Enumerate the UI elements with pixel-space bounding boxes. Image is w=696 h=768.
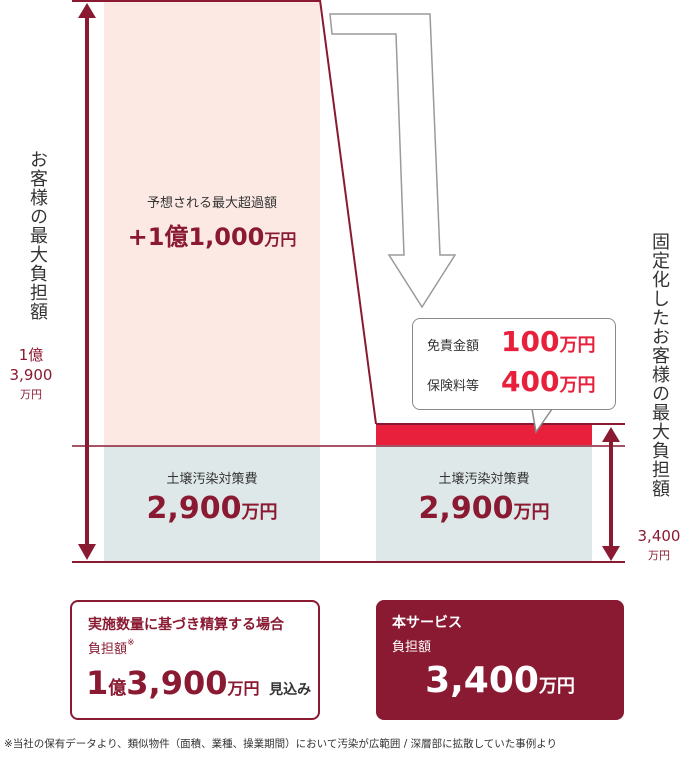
deductible-value: 100 <box>501 325 560 358</box>
actual-box-amount-suffix: 見込み <box>269 682 312 698</box>
overrun-segment <box>104 0 320 445</box>
overrun-unit: 万円 <box>264 230 297 249</box>
footnote: ※当社の保有データより、類似物件（面積、業種、操業期間）において汚染が広範囲 /… <box>4 738 558 750</box>
fee-callout: 免責金額 100万円 保険料等 400万円 <box>412 318 616 410</box>
premium-label: 保険料等 <box>427 379 480 394</box>
service-box: 本サービス 負担額 3,400万円 <box>376 600 624 720</box>
right-cost-label-group: 土壌汚染対策費 2,900万円 <box>376 468 592 526</box>
hollow-arrow <box>329 13 457 309</box>
service-box-amount: 3,400万円 <box>376 660 624 701</box>
deductible-unit: 万円 <box>559 335 596 356</box>
left-axis-amount: 1億 3,900 万円 <box>8 345 54 405</box>
right-double-arrow <box>602 427 620 561</box>
right-cost-value: 2,900 <box>418 491 514 526</box>
actual-box-amount: 1億3,900万円 見込み <box>86 664 311 702</box>
actual-box-amount-oku: 億 <box>108 678 127 699</box>
service-box-amount-value: 3,400 <box>425 660 539 701</box>
overrun-value: +1億1,000 <box>127 223 265 251</box>
actual-box-amount-prefix: 1 <box>86 664 109 702</box>
overrun-label-group: 予想される最大超過額 +1億1,000万円 <box>104 192 320 252</box>
service-box-subtitle: 負担額 <box>392 640 432 655</box>
right-axis-amount: 3,400 万円 <box>626 526 692 566</box>
actual-box-amount-main: 3,900 <box>126 664 228 702</box>
overrun-label: 予想される最大超過額 <box>146 196 277 211</box>
actual-box-subtitle-mark: ※ <box>127 638 135 648</box>
actual-box-subtitle: 負担額 <box>88 642 128 657</box>
premium-unit: 万円 <box>559 375 596 396</box>
right-cost-unit: 万円 <box>513 502 550 523</box>
left-cost-amount: 2,900万円 <box>104 491 320 526</box>
left-axis-amount-line1: 1億 <box>18 346 44 364</box>
left-cost-label-group: 土壌汚染対策費 2,900万円 <box>104 468 320 526</box>
left-double-arrow <box>78 3 96 560</box>
comparison-diagram <box>72 0 625 563</box>
overrun-amount: +1億1,000万円 <box>104 217 320 252</box>
right-cost-label: 土壌汚染対策費 <box>438 472 530 487</box>
premium-value: 400 <box>501 365 560 398</box>
left-cost-label: 土壌汚染対策費 <box>166 472 258 487</box>
left-cost-unit: 万円 <box>241 502 278 523</box>
right-cost-amount: 2,900万円 <box>376 491 592 526</box>
right-axis-amount-unit: 万円 <box>648 549 670 562</box>
right-axis-amount-value: 3,400 <box>637 527 681 545</box>
deductible-label: 免責金額 <box>427 339 480 354</box>
actual-box-subtitle-group: 負担額※ <box>88 638 135 657</box>
left-cost-value: 2,900 <box>146 491 242 526</box>
right-cost-segment <box>376 446 592 562</box>
actual-box-amount-unit: 万円 <box>227 679 260 698</box>
actual-cost-box: 実施数量に基づき精算する場合 負担額※ 1億3,900万円 見込み <box>70 600 320 720</box>
actual-box-title: 実施数量に基づき精算する場合 <box>88 617 284 633</box>
slope-line <box>319 0 377 425</box>
fee-segment <box>376 424 592 445</box>
right-axis-title: 固定化したお客様の最大負担額 <box>649 232 670 498</box>
left-axis-title: お客様の最大負担額 <box>27 150 48 321</box>
left-axis-amount-unit: 万円 <box>20 388 42 401</box>
premium-amount: 400万円 <box>501 365 595 398</box>
deductible-amount: 100万円 <box>501 325 595 358</box>
left-cost-segment <box>104 446 320 562</box>
left-axis-amount-line2: 3,900 <box>9 366 53 384</box>
service-box-title: 本サービス <box>392 615 462 631</box>
service-box-amount-unit: 万円 <box>538 676 575 697</box>
